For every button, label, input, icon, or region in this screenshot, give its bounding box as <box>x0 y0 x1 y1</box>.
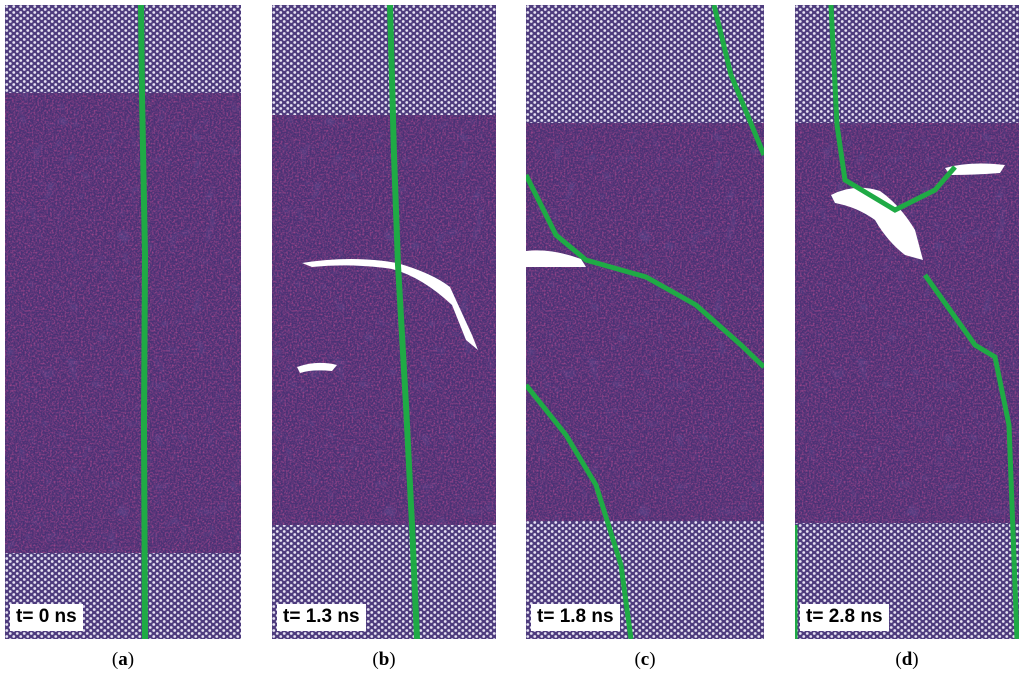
grain-boundary <box>387 5 420 639</box>
void-crack-large <box>831 187 923 260</box>
simulation-image-d <box>795 5 1019 639</box>
grain-boundary-2 <box>526 173 764 369</box>
simulation-image-a <box>5 5 241 639</box>
void-small <box>297 362 337 373</box>
crystal-top <box>5 5 241 93</box>
time-label-b: t= 1.3 ns <box>277 604 366 631</box>
panel-c: t= 1.8 ns <box>526 5 764 639</box>
grain-boundary-1 <box>711 5 764 156</box>
void-crack-small <box>945 163 1005 175</box>
crystal-top <box>526 5 764 123</box>
time-label-a: t= 0 ns <box>10 604 83 631</box>
caption-b: (b) <box>372 649 396 670</box>
caption-a: (a) <box>111 649 135 670</box>
caption-d: (d) <box>895 649 919 670</box>
grain-boundary <box>138 5 149 639</box>
time-label-c: t= 1.8 ns <box>531 604 620 631</box>
panel-a: t= 0 ns <box>5 5 241 639</box>
void-crack <box>302 259 478 350</box>
simulation-image-c <box>526 5 764 639</box>
grain-boundary-1 <box>828 5 957 213</box>
time-label-d: t= 2.8 ns <box>800 604 889 631</box>
panel-d: t= 2.8 ns <box>795 5 1019 639</box>
crystal-top <box>272 5 496 115</box>
grain-boundary-2 <box>922 273 1019 639</box>
caption-c: (c) <box>634 649 656 670</box>
crystal-top <box>795 5 1019 123</box>
void-crack <box>526 250 586 267</box>
simulation-image-b <box>272 5 496 639</box>
grain-boundary-3 <box>526 383 634 639</box>
panel-b: t= 1.3 ns <box>272 5 496 639</box>
